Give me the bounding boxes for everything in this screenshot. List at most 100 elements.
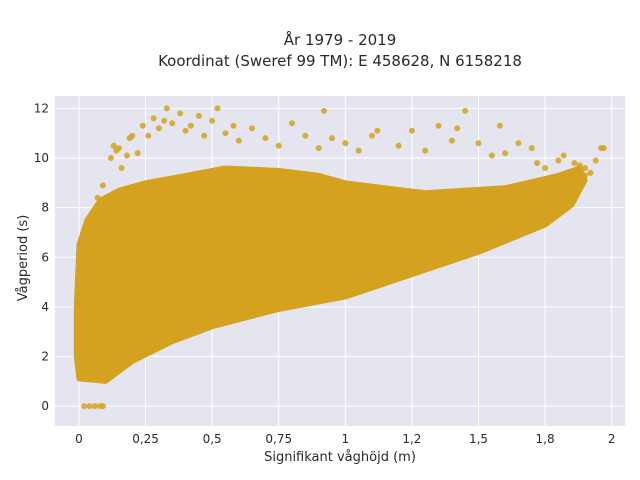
x-tick-label: 0,75 (265, 432, 292, 446)
data-point (187, 122, 194, 129)
x-tick-label: 1,5 (469, 432, 488, 446)
data-point (315, 145, 322, 152)
data-point (422, 147, 429, 154)
x-tick-label: 2 (608, 432, 616, 446)
data-point (81, 343, 88, 350)
x-tick-labels: 0 0,25 0,5 0,75 1 1,2 1,5 1,8 2 (75, 432, 615, 446)
x-axis-label: Signifikant våghöjd (m) (264, 450, 416, 465)
data-point (182, 127, 189, 134)
data-point (408, 127, 415, 134)
data-point (129, 132, 136, 139)
data-point (502, 150, 509, 157)
data-point (374, 127, 381, 134)
data-point (566, 179, 573, 186)
data-point (161, 117, 168, 124)
data-point (107, 155, 114, 162)
data-point (555, 199, 562, 206)
data-point (448, 137, 455, 144)
data-points (81, 105, 607, 410)
data-point (560, 189, 567, 196)
data-point (342, 140, 349, 147)
data-point (195, 112, 202, 119)
data-point (329, 135, 336, 142)
data-point (91, 403, 98, 410)
data-point (99, 403, 106, 410)
data-point (571, 159, 578, 166)
data-point (534, 159, 541, 166)
x-tick-label: 1,2 (402, 432, 421, 446)
data-point (209, 117, 216, 124)
data-point (83, 336, 90, 343)
data-point (123, 152, 130, 159)
y-tick-labels: 0 2 4 6 8 10 12 (34, 101, 49, 413)
data-point (81, 328, 88, 335)
data-point (574, 184, 581, 191)
data-point (134, 150, 141, 157)
data-point (355, 147, 362, 154)
data-point (89, 217, 96, 224)
y-axis-label: Vågperiod (s) (16, 215, 31, 302)
data-point (169, 120, 176, 127)
data-point (582, 164, 589, 171)
y-tick-label: 6 (41, 250, 49, 264)
data-point (97, 375, 104, 382)
data-point (496, 122, 503, 129)
data-point (435, 122, 442, 129)
point-cloud (73, 165, 588, 384)
x-tick-label: 1 (342, 432, 350, 446)
data-point (600, 145, 607, 152)
x-tick-label: 0 (75, 432, 83, 446)
y-tick-label: 2 (41, 350, 49, 364)
data-point (488, 152, 495, 159)
data-point (555, 157, 562, 164)
x-tick-label: 1,8 (536, 432, 555, 446)
data-point (582, 172, 589, 179)
y-tick-label: 8 (41, 201, 49, 215)
y-tick-label: 10 (34, 151, 49, 165)
data-point (230, 122, 237, 129)
data-point (81, 403, 88, 410)
chart-title-line2: Koordinat (Sweref 99 TM): E 458628, N 61… (158, 52, 522, 70)
point-cloud-body (73, 165, 588, 384)
data-point (150, 115, 157, 122)
data-point (94, 194, 101, 201)
data-point (302, 132, 309, 139)
data-point (102, 199, 109, 206)
data-point (155, 125, 162, 132)
data-point (91, 363, 98, 370)
data-point (454, 125, 461, 132)
data-point (475, 140, 482, 147)
x-tick-label: 0,25 (132, 432, 159, 446)
data-point (368, 132, 375, 139)
x-tick-label: 0,5 (203, 432, 222, 446)
data-point (110, 142, 117, 149)
data-point (139, 122, 146, 129)
data-point (222, 130, 229, 137)
data-point (214, 105, 221, 112)
data-point (515, 140, 522, 147)
data-point (107, 356, 114, 363)
data-point (115, 145, 122, 152)
data-point (462, 107, 469, 114)
chart-title-line1: År 1979 - 2019 (284, 30, 397, 49)
data-point (528, 145, 535, 152)
data-point (576, 174, 583, 181)
data-point (99, 182, 106, 189)
data-point (102, 368, 109, 375)
data-point (81, 358, 88, 365)
data-point (542, 164, 549, 171)
data-point (235, 137, 242, 144)
data-point (86, 403, 93, 410)
data-point (163, 105, 170, 112)
data-point (395, 142, 402, 149)
data-point (321, 107, 328, 114)
y-tick-label: 0 (41, 399, 49, 413)
data-point (560, 152, 567, 159)
data-point (118, 164, 125, 171)
data-point (262, 135, 269, 142)
data-point (592, 157, 599, 164)
data-point (587, 169, 594, 176)
data-point (576, 162, 583, 169)
y-tick-label: 12 (34, 101, 49, 115)
